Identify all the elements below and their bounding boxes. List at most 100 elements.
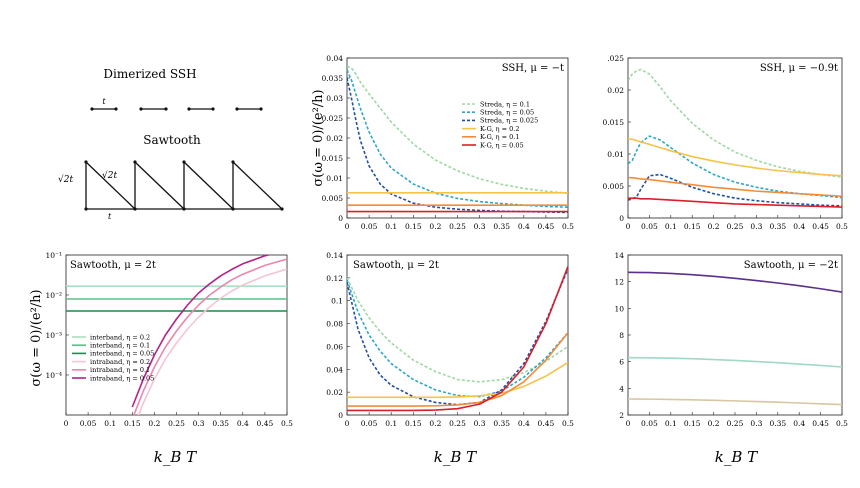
legend-entry: K-G, η = 0.05 — [480, 141, 524, 149]
series-group — [66, 255, 287, 415]
series-line-4 — [133, 258, 287, 415]
x-tick-label: 0.5 — [836, 419, 848, 428]
series-line-5 — [131, 255, 272, 408]
y-tick-label: 6 — [619, 358, 624, 367]
series-line-0 — [628, 68, 842, 178]
y-tick-label: .025 — [607, 54, 624, 63]
y-tick-label: 0.02 — [607, 86, 624, 95]
panel-sawtooth-mu-minus-2t: 0 0.05 0.1 0.15 0.2 0.25 0.3 0.35 0.4 0.45 0.5 2 4 6 8… — [614, 251, 848, 428]
sawtooth-title: Sawtooth — [143, 133, 201, 147]
series-line-0 — [628, 398, 842, 406]
x-tick-label: 0.25 — [727, 222, 744, 231]
ssh-bond-label: t — [102, 97, 106, 106]
series-line-5 — [628, 197, 842, 208]
x-tick-label: 0.25 — [727, 419, 744, 428]
series-line-2 — [347, 77, 568, 214]
y-tick-label: 0.02 — [326, 134, 343, 143]
x-tick-label: 0 — [626, 419, 631, 428]
x-tick-label: 0.15 — [684, 222, 701, 231]
series-line-4 — [347, 332, 568, 407]
x-tick-label: 0.2 — [148, 419, 160, 428]
x-tick-label: 0.3 — [193, 419, 205, 428]
x-tick-label: 0.3 — [474, 222, 486, 231]
x-tick-label: 0.05 — [361, 419, 378, 428]
panel-ssh-mu-minus-t: 0 0.05 0.1 0.15 0.2 0.25 0.3 0.35 0.4 0.45 0.5 0 0.0… — [322, 54, 575, 231]
y-tick-label: 0 — [619, 214, 624, 223]
x-tick-label: 0.2 — [429, 419, 441, 428]
series-line-0 — [347, 65, 568, 194]
x-tick-label: 0.25 — [449, 222, 466, 231]
sawtooth-base-label: t — [108, 212, 112, 221]
y-tick-label: 0.08 — [326, 320, 343, 329]
y-tick-label: 0.04 — [326, 365, 343, 374]
x-tick-label: 0.1 — [385, 419, 397, 428]
y-tick-label: 10 — [614, 304, 624, 313]
series-group — [628, 68, 842, 208]
ssh-sites — [90, 107, 263, 111]
y-tick-label: 14 — [614, 251, 624, 260]
series-group — [628, 271, 842, 406]
panel-sawtooth-mu-2t: 0 0.05 0.1 0.15 0.2 0.25 0.3 0.35 0.4 0.45 0.5 0 0.0… — [326, 251, 574, 428]
x-tick-label: 0.45 — [812, 419, 829, 428]
legend-entry: K-G, η = 0.1 — [480, 133, 519, 141]
x-tick-label: 0.5 — [836, 222, 848, 231]
series-line-4 — [628, 176, 842, 198]
y-tick-label: 0.1 — [331, 297, 343, 306]
series-line-1 — [628, 356, 842, 368]
y-tick-label: 10⁻⁴ — [45, 371, 62, 380]
x-tick-label: 0.5 — [281, 419, 293, 428]
y-tick-label: 10⁻³ — [45, 331, 62, 340]
y-tick-label: 0.03 — [326, 94, 343, 103]
legend-entry: intraband, η = 0.2 — [90, 358, 150, 366]
axes-frame — [346, 254, 569, 416]
x-tick-label: 0.1 — [385, 222, 397, 231]
lattice-schematic: Dimerized SSH t Sawtooth — [58, 67, 284, 221]
x-tick-label: 0.35 — [212, 419, 229, 428]
x-tick-label: 0.2 — [429, 222, 441, 231]
x-tick-label: 0.45 — [812, 222, 829, 231]
ssh-title: Dimerized SSH — [103, 67, 196, 81]
x-tick-label: 0.1 — [665, 419, 677, 428]
y-tick-label: 0.01 — [607, 150, 624, 159]
panel-title: SSH, μ = −0.9t — [760, 63, 838, 74]
series-group — [347, 266, 568, 412]
x-tick-label: 0 — [345, 222, 350, 231]
series-line-3 — [137, 268, 287, 415]
legend-entry: interband, η = 0.05 — [90, 350, 154, 358]
y-tick-label: 10⁻² — [45, 291, 62, 300]
x-tick-label: 0.3 — [750, 419, 762, 428]
x-tick-label: 0.2 — [708, 222, 720, 231]
series-line-1 — [628, 135, 842, 199]
x-tick-label: 0.45 — [538, 419, 555, 428]
y-tick-label: 0 — [338, 214, 343, 223]
y-tick-label: 0.14 — [326, 251, 343, 260]
x-tick-label: 0.35 — [493, 419, 510, 428]
x-tick-label: 0.05 — [641, 419, 658, 428]
xlabel-bottom-right: k_B T — [715, 448, 758, 466]
legend-entry: interband, η = 0.2 — [90, 333, 150, 341]
sawtooth-sites — [84, 160, 284, 211]
series-line-2 — [347, 268, 568, 406]
x-tick-label: 0.5 — [562, 419, 574, 428]
legend-entry: Streda, η = 0.1 — [480, 100, 530, 108]
x-tick-label: 0.4 — [518, 222, 530, 231]
y-tick-label: 8 — [619, 331, 624, 340]
y-tick-label: 0.015 — [322, 154, 344, 163]
x-tick-label: 0.15 — [124, 419, 141, 428]
legend-entry: Streda, η = 0.05 — [480, 109, 534, 117]
panel-title: SSH, μ = −t — [502, 63, 564, 74]
series-group — [347, 65, 568, 214]
series-line-5 — [347, 266, 568, 412]
ylabel-bottom: σ(ω = 0)/(e²/h) — [29, 289, 44, 386]
x-tick-label: 0.5 — [562, 222, 574, 231]
xlabel-bottom-left: k_B T — [154, 448, 197, 466]
y-tick-label: 0.12 — [326, 274, 343, 283]
y-tick-label: 0.025 — [322, 114, 344, 123]
x-tick-label: 0.3 — [750, 222, 762, 231]
sawtooth-vertical-label: √2t — [58, 174, 73, 185]
y-tick-label: 0.01 — [326, 174, 343, 183]
series-line-2 — [628, 173, 842, 207]
x-tick-label: 0.1 — [665, 222, 677, 231]
